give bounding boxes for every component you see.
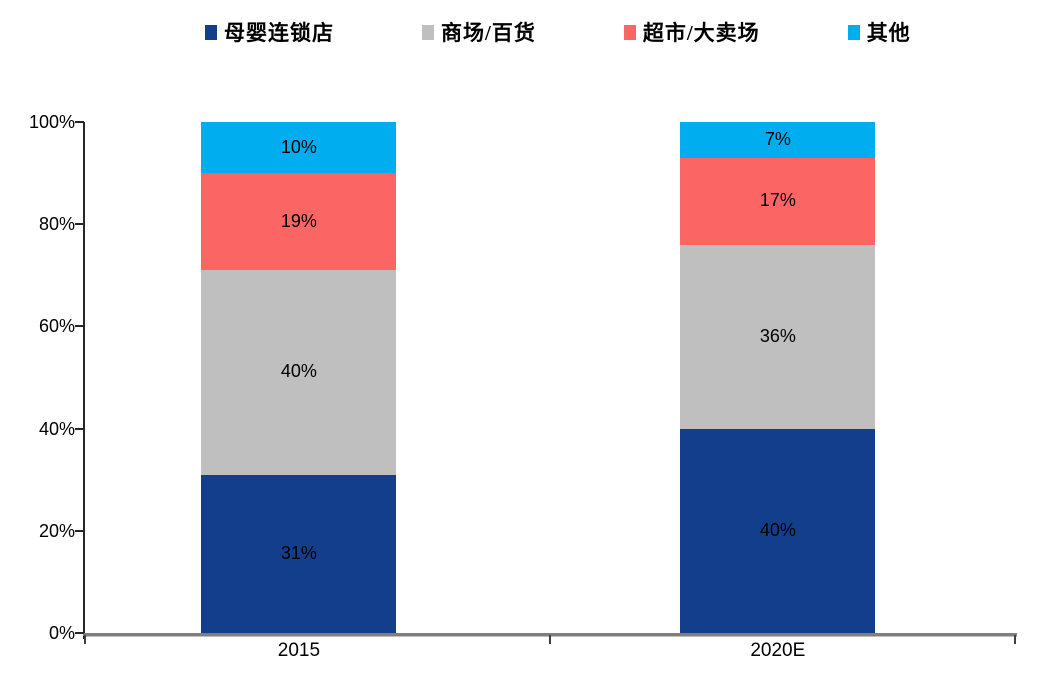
y-axis-tick-label: 40%	[38, 418, 75, 439]
y-axis-tick	[75, 325, 84, 328]
stacked-bar-2015: 31% 40% 19% 10%	[201, 122, 397, 633]
x-axis-category-label: 2015	[277, 640, 321, 661]
legend-swatch-icon	[205, 24, 217, 40]
bar-segment-其他-2020E	[680, 122, 876, 158]
x-axis-tick	[1014, 635, 1016, 644]
x-axis-tick	[549, 635, 551, 644]
legend-label: 母婴连锁店	[224, 21, 334, 45]
legend-swatch-icon	[847, 24, 860, 40]
y-axis-line	[83, 122, 85, 639]
y-axis-tick	[75, 427, 84, 430]
y-axis-tick-label: 20%	[38, 520, 75, 541]
y-axis-tick	[75, 529, 84, 532]
x-axis-category-label: 2020E	[750, 640, 806, 661]
y-axis-tick	[75, 223, 84, 226]
y-axis-tick-label: 0%	[48, 623, 75, 643]
plot-area: 0% 20% 40% 60% 80% 100% 31% 40% 19% 10% 40% 36% 17% 7…	[29, 113, 1017, 644]
legend-swatch-icon	[422, 24, 434, 40]
bar-segment-商场/百货-2015	[201, 270, 397, 475]
y-axis-tick-label: 80%	[38, 214, 75, 235]
bar-segment-超市/大卖场-2015	[201, 173, 397, 271]
y-axis-tick	[75, 121, 84, 123]
legend-item-3: 其他	[847, 17, 911, 47]
x-axis-tick	[84, 635, 86, 644]
legend-item-0: 母婴连锁店	[205, 17, 334, 47]
legend-item-1: 商场/百货	[422, 17, 536, 47]
legend-label: 商场/百货	[441, 21, 536, 45]
y-axis-tick-label: 60%	[38, 316, 75, 337]
bar-segment-母婴连锁店-2020E	[680, 428, 876, 633]
x-axis-baseline	[83, 633, 1017, 636]
legend-swatch-icon	[623, 24, 636, 40]
bar-segment-其他-2015	[201, 122, 397, 174]
bar-segment-母婴连锁店-2015	[201, 474, 397, 633]
legend-item-2: 超市/大卖场	[623, 17, 760, 47]
bar-segment-超市/大卖场-2020E	[680, 157, 876, 245]
legend: 母婴连锁店 商场/百货 超市/大卖场 其他	[205, 16, 911, 48]
legend-label: 其他	[866, 21, 911, 45]
bar-segment-商场/百货-2020E	[680, 244, 876, 429]
legend-label: 超市/大卖场	[642, 21, 760, 45]
y-axis-tick	[75, 632, 84, 634]
y-axis-tick-label: 100%	[28, 112, 75, 132]
stacked-bar-2020E: 40% 36% 17% 7%	[680, 122, 876, 633]
